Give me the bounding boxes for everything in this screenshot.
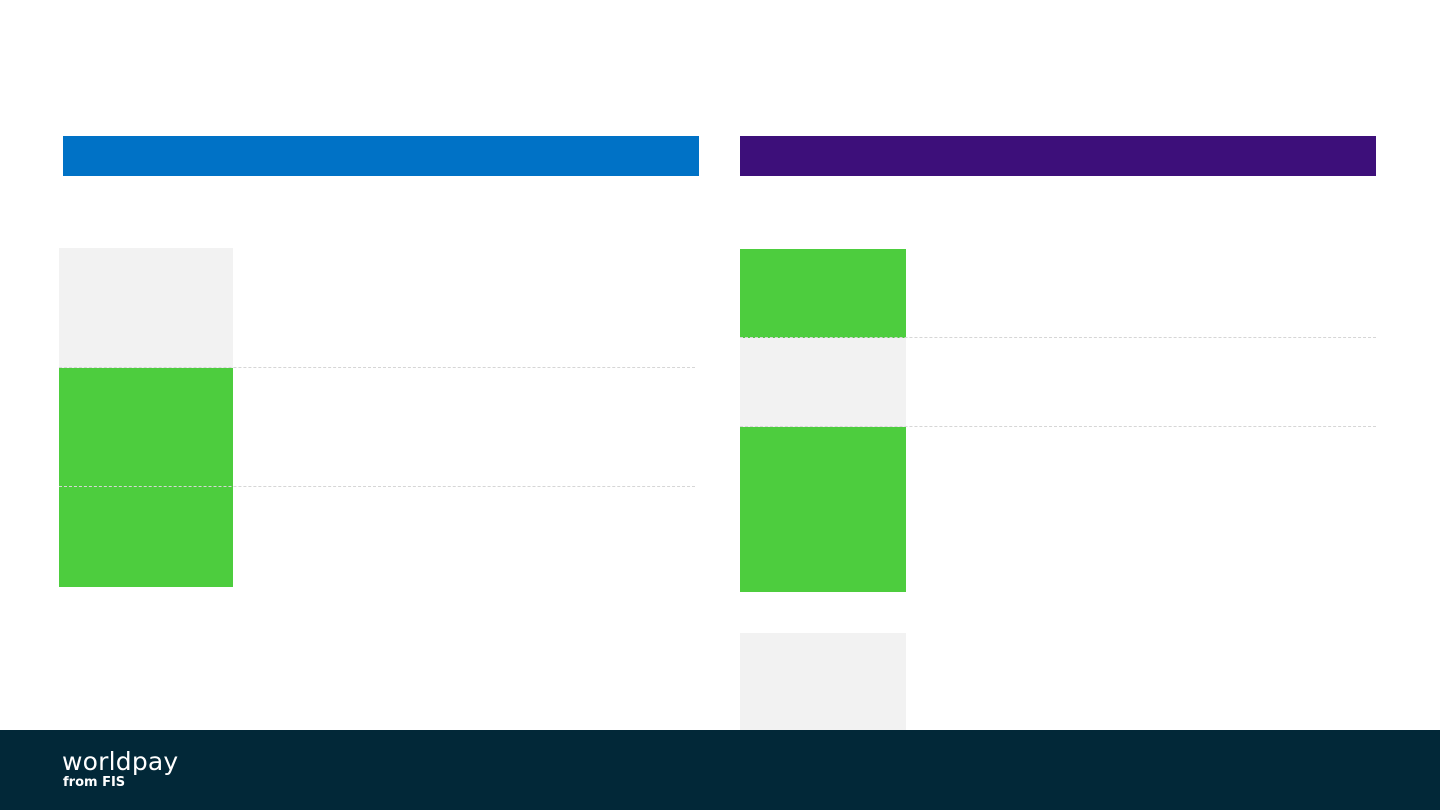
right-header-bar bbox=[740, 136, 1376, 176]
left-divider-1 bbox=[59, 367, 695, 368]
left-divider-2 bbox=[59, 486, 695, 487]
right-green-block-2 bbox=[740, 427, 906, 592]
right-grey-block-1 bbox=[740, 338, 906, 427]
left-grey-block bbox=[59, 248, 233, 368]
right-green-block-1 bbox=[740, 249, 906, 338]
logo-wordmark: worldpay bbox=[62, 747, 179, 776]
logo-subtitle: from FIS bbox=[63, 775, 126, 790]
left-header-bar bbox=[63, 136, 699, 176]
worldpay-logo: worldpay from FIS bbox=[62, 749, 178, 789]
right-divider-2 bbox=[740, 426, 1376, 427]
left-green-block-2 bbox=[59, 487, 233, 587]
left-green-block-1 bbox=[59, 368, 233, 487]
right-grey-block-2 bbox=[740, 633, 906, 730]
right-divider-1 bbox=[740, 337, 1376, 338]
footer-bar bbox=[0, 730, 1440, 810]
